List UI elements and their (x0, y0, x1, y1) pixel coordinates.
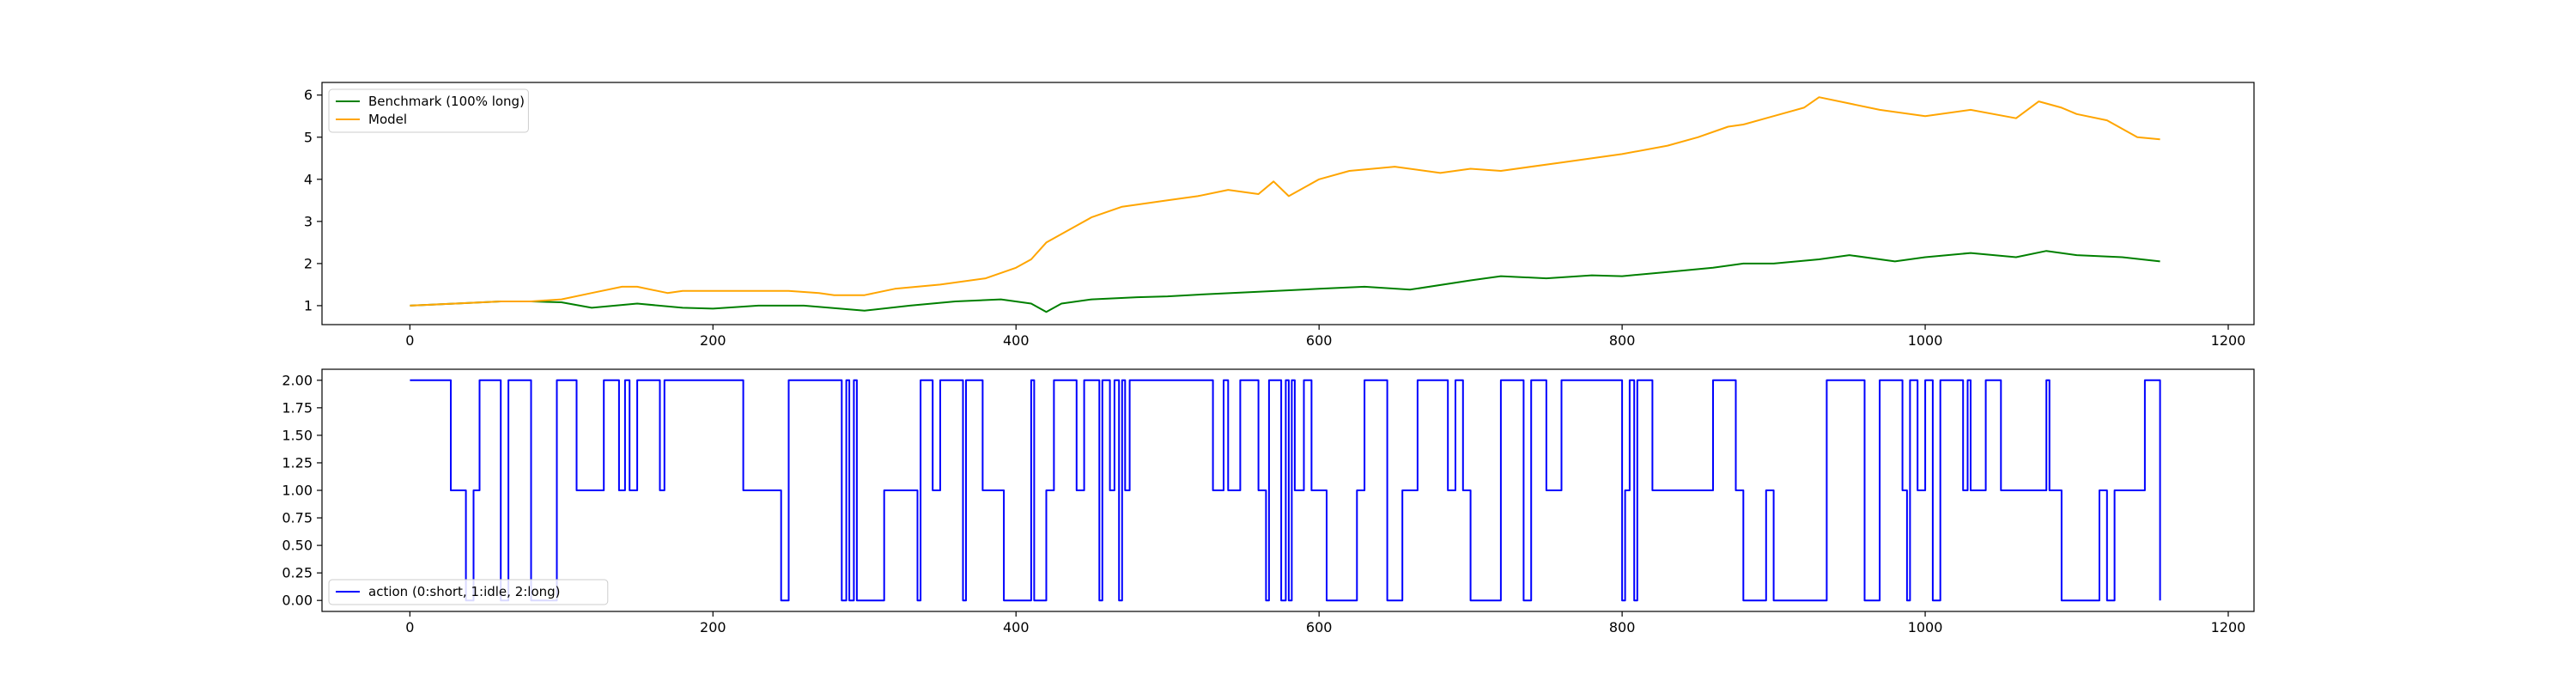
x-tick-label: 1000 (1908, 619, 1943, 635)
equity-curve-panel: 0 200 400 600 800 1000 1200 1 2 3 4 5 6 Benchmark (10… (304, 82, 2255, 349)
x-tick-label: 200 (700, 619, 726, 635)
legend-label: Model (368, 112, 407, 127)
y-tick-label: 4 (304, 171, 313, 187)
y-tick-label: 1 (304, 297, 313, 313)
action-panel: 0 200 400 600 800 1000 1200 0.00 0.25 0.50 0.75 1.0… (282, 368, 2255, 635)
y-tick-label: 1.25 (282, 454, 313, 471)
legend-label: action (0:short, 1:idle, 2:long) (368, 584, 561, 599)
legend-box (328, 579, 609, 605)
series-line-0-1 (410, 96, 2160, 307)
legend-box (328, 88, 529, 133)
y-tick-label: 0.00 (282, 593, 313, 609)
x-tick-label: 800 (1609, 619, 1636, 635)
x-tick-label: 1000 (1908, 332, 1943, 349)
y-tick-label: 1.50 (282, 427, 313, 443)
x-tick-label: 1200 (2211, 332, 2246, 349)
x-tick-label: 200 (700, 332, 726, 349)
y-tick-label: 1.00 (282, 483, 313, 499)
y-tick-label: 1.75 (282, 399, 313, 416)
y-tick-label: 0.25 (282, 565, 313, 581)
y-tick-label: 0.50 (282, 538, 313, 554)
series-line-1-0 (410, 379, 2161, 602)
y-tick-label: 0.75 (282, 510, 313, 526)
series-line-0-0 (410, 250, 2160, 313)
legend-label: Benchmark (100% long) (368, 94, 525, 109)
x-tick-label: 0 (405, 332, 414, 349)
x-tick-label: 0 (405, 619, 414, 635)
x-tick-label: 400 (1003, 332, 1030, 349)
y-tick-label: 5 (304, 129, 313, 145)
y-tick-label: 2 (304, 255, 313, 271)
axes-frame (321, 82, 2255, 325)
x-tick-label: 800 (1609, 332, 1636, 349)
x-tick-label: 400 (1003, 619, 1030, 635)
y-tick-label: 3 (304, 213, 313, 229)
x-tick-label: 600 (1306, 332, 1333, 349)
x-tick-label: 600 (1306, 619, 1333, 635)
x-tick-label: 1200 (2211, 619, 2246, 635)
y-tick-label: 6 (304, 87, 313, 103)
y-tick-label: 2.00 (282, 372, 313, 388)
